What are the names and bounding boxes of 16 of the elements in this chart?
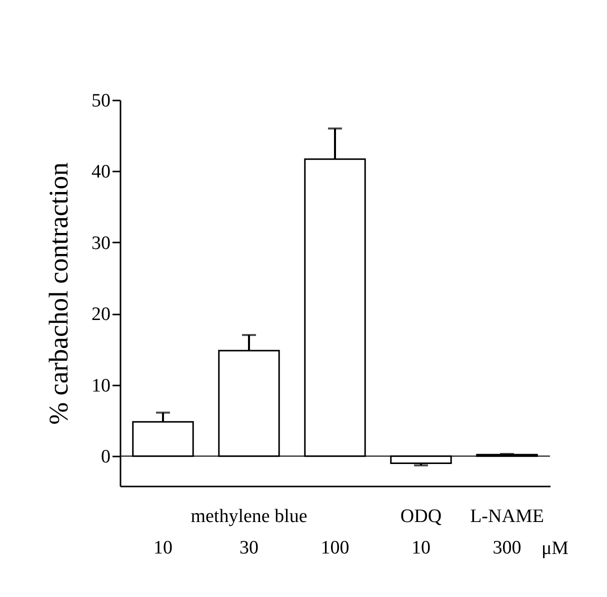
y-tick-label: 20	[92, 304, 110, 326]
y-tick-label: 10	[92, 375, 110, 396]
x-tick-label: 10	[154, 538, 172, 558]
y-tick-label: 40	[92, 162, 110, 183]
text: methylene blue	[190, 506, 308, 527]
text: μM	[541, 538, 569, 559]
x-tick-label: 300	[492, 538, 522, 558]
text: L-NAME	[470, 506, 544, 527]
x-tick-label: 100	[320, 538, 350, 558]
x-tick-label: 30	[240, 538, 258, 558]
y-tick-label: 50	[92, 90, 110, 112]
y-tick-label: 0	[101, 446, 110, 468]
y-axis-title: % carbachol contraction	[44, 162, 74, 425]
y-tick-label: 30	[92, 232, 110, 254]
text: ODQ	[400, 506, 442, 527]
x-tick-label: 10	[412, 538, 430, 558]
